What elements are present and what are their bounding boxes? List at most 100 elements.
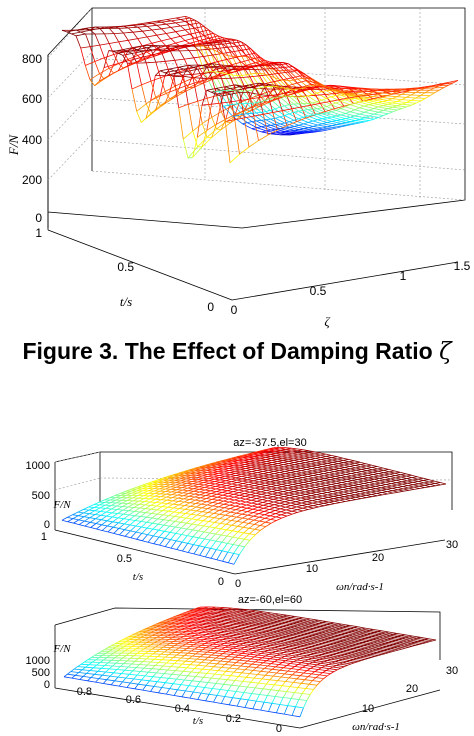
surface-mesh-line [306, 471, 313, 474]
surface-mesh-line [132, 50, 138, 60]
surface-mesh-line [136, 531, 142, 534]
surface-mesh-line [162, 662, 167, 667]
surface-mesh-line [209, 482, 216, 485]
surface-mesh-line [195, 500, 202, 504]
surface-mesh-line [133, 507, 140, 509]
surface-mesh-line [253, 482, 260, 485]
surface-mesh-line [147, 661, 151, 666]
surface-mesh-line [226, 485, 233, 487]
surface-mesh-line [395, 477, 402, 480]
surface-mesh-line [338, 463, 345, 466]
surface-mesh-line [397, 108, 403, 111]
surface-mesh-line [297, 96, 308, 104]
surface-mesh-line [281, 453, 288, 456]
surface-mesh-line [286, 478, 293, 481]
surface-mesh-line [280, 451, 287, 454]
surface-mesh-line [344, 467, 351, 470]
surface-mesh-line [242, 478, 248, 481]
surface-mesh-line [363, 100, 369, 102]
surface-mesh-line [226, 529, 233, 532]
surface-mesh-line [316, 491, 322, 494]
surface-mesh-line [333, 464, 339, 467]
surface-mesh-line [161, 28, 167, 34]
surface-mesh-line [205, 662, 210, 667]
surface-mesh-line [217, 496, 224, 499]
surface-mesh-line [294, 496, 301, 499]
surface-mesh-line [287, 487, 294, 490]
surface-mesh-line [101, 525, 108, 531]
surface-mesh-line [175, 42, 181, 47]
surface-mesh-line [244, 106, 255, 111]
surface-mesh-line [298, 123, 304, 126]
surface-mesh-line [391, 483, 398, 486]
surface-mesh-line [222, 72, 234, 91]
surface-mesh-line [321, 493, 328, 496]
surface-mesh-line [306, 466, 312, 469]
surface-mesh-line [88, 506, 95, 508]
surface-mesh-line [181, 535, 188, 543]
surface-mesh-line [428, 479, 435, 482]
surface-mesh-line [180, 516, 187, 519]
surface-mesh-line [180, 517, 187, 523]
surface-mesh-line [243, 488, 250, 490]
surface-mesh-line [180, 33, 190, 37]
surface-mesh-line [188, 490, 195, 494]
surface-mesh-line [220, 529, 227, 536]
surface-mesh-line [229, 472, 236, 474]
surface-mesh-line [193, 45, 199, 51]
surface-mesh-line [123, 518, 130, 520]
surface-mesh-line [308, 122, 318, 126]
surface-mesh-line [277, 489, 284, 492]
surface-mesh-line [382, 467, 389, 470]
surface-mesh-line [155, 499, 162, 503]
surface-mesh-line [256, 495, 262, 498]
surface-mesh-line [193, 545, 200, 555]
surface-mesh-line [331, 486, 338, 489]
surface-mesh-line [245, 466, 252, 468]
surface-mesh-line [298, 487, 305, 490]
surface-mesh-line [218, 506, 225, 509]
surface-mesh-line [240, 471, 247, 474]
surface-mesh-line [251, 502, 258, 505]
surface-mesh-line [283, 87, 289, 90]
surface-mesh-line [291, 449, 298, 452]
surface-mesh-line [106, 520, 113, 523]
surface-mesh-line [93, 664, 97, 669]
surface-mesh-line [244, 493, 251, 496]
surface-mesh-line [312, 502, 319, 505]
surface-mesh-line [198, 486, 205, 488]
surface-mesh-line [381, 492, 388, 495]
surface-mesh-line [129, 678, 135, 684]
surface-mesh-line [99, 67, 110, 75]
surface-mesh-line [282, 108, 292, 112]
surface-mesh-line [364, 485, 371, 488]
surface-mesh-line [309, 488, 316, 491]
surface-mesh-line [161, 499, 168, 504]
surface-mesh-line [216, 64, 222, 68]
surface-mesh-line [297, 87, 303, 90]
surface-mesh-line [170, 531, 176, 534]
surface-mesh-line [108, 63, 119, 69]
surface-mesh-line [248, 523, 255, 525]
surface-mesh-line [382, 105, 393, 108]
surface-mesh-line [245, 495, 251, 498]
surface-mesh-line [235, 475, 242, 477]
surface-mesh-line [307, 109, 318, 115]
surface-mesh-line [298, 109, 304, 112]
surface-mesh-line [226, 523, 232, 526]
surface-mesh-line [340, 91, 345, 94]
surface-mesh-line [199, 487, 205, 490]
surface-mesh-line [363, 100, 374, 104]
surface-mesh-line [109, 28, 115, 34]
surface-mesh-line [274, 96, 280, 98]
surface-mesh-line [179, 512, 186, 514]
surface-mesh-line [114, 655, 119, 659]
surface-mesh-line [359, 461, 366, 465]
surface-mesh-line [317, 467, 323, 470]
surface-mesh-line [334, 93, 340, 100]
surface-mesh-line [215, 655, 220, 659]
surface-mesh-line [369, 484, 376, 487]
surface-mesh-line [152, 528, 159, 531]
surface-mesh-line [94, 504, 100, 508]
surface-mesh-line [322, 129, 328, 132]
